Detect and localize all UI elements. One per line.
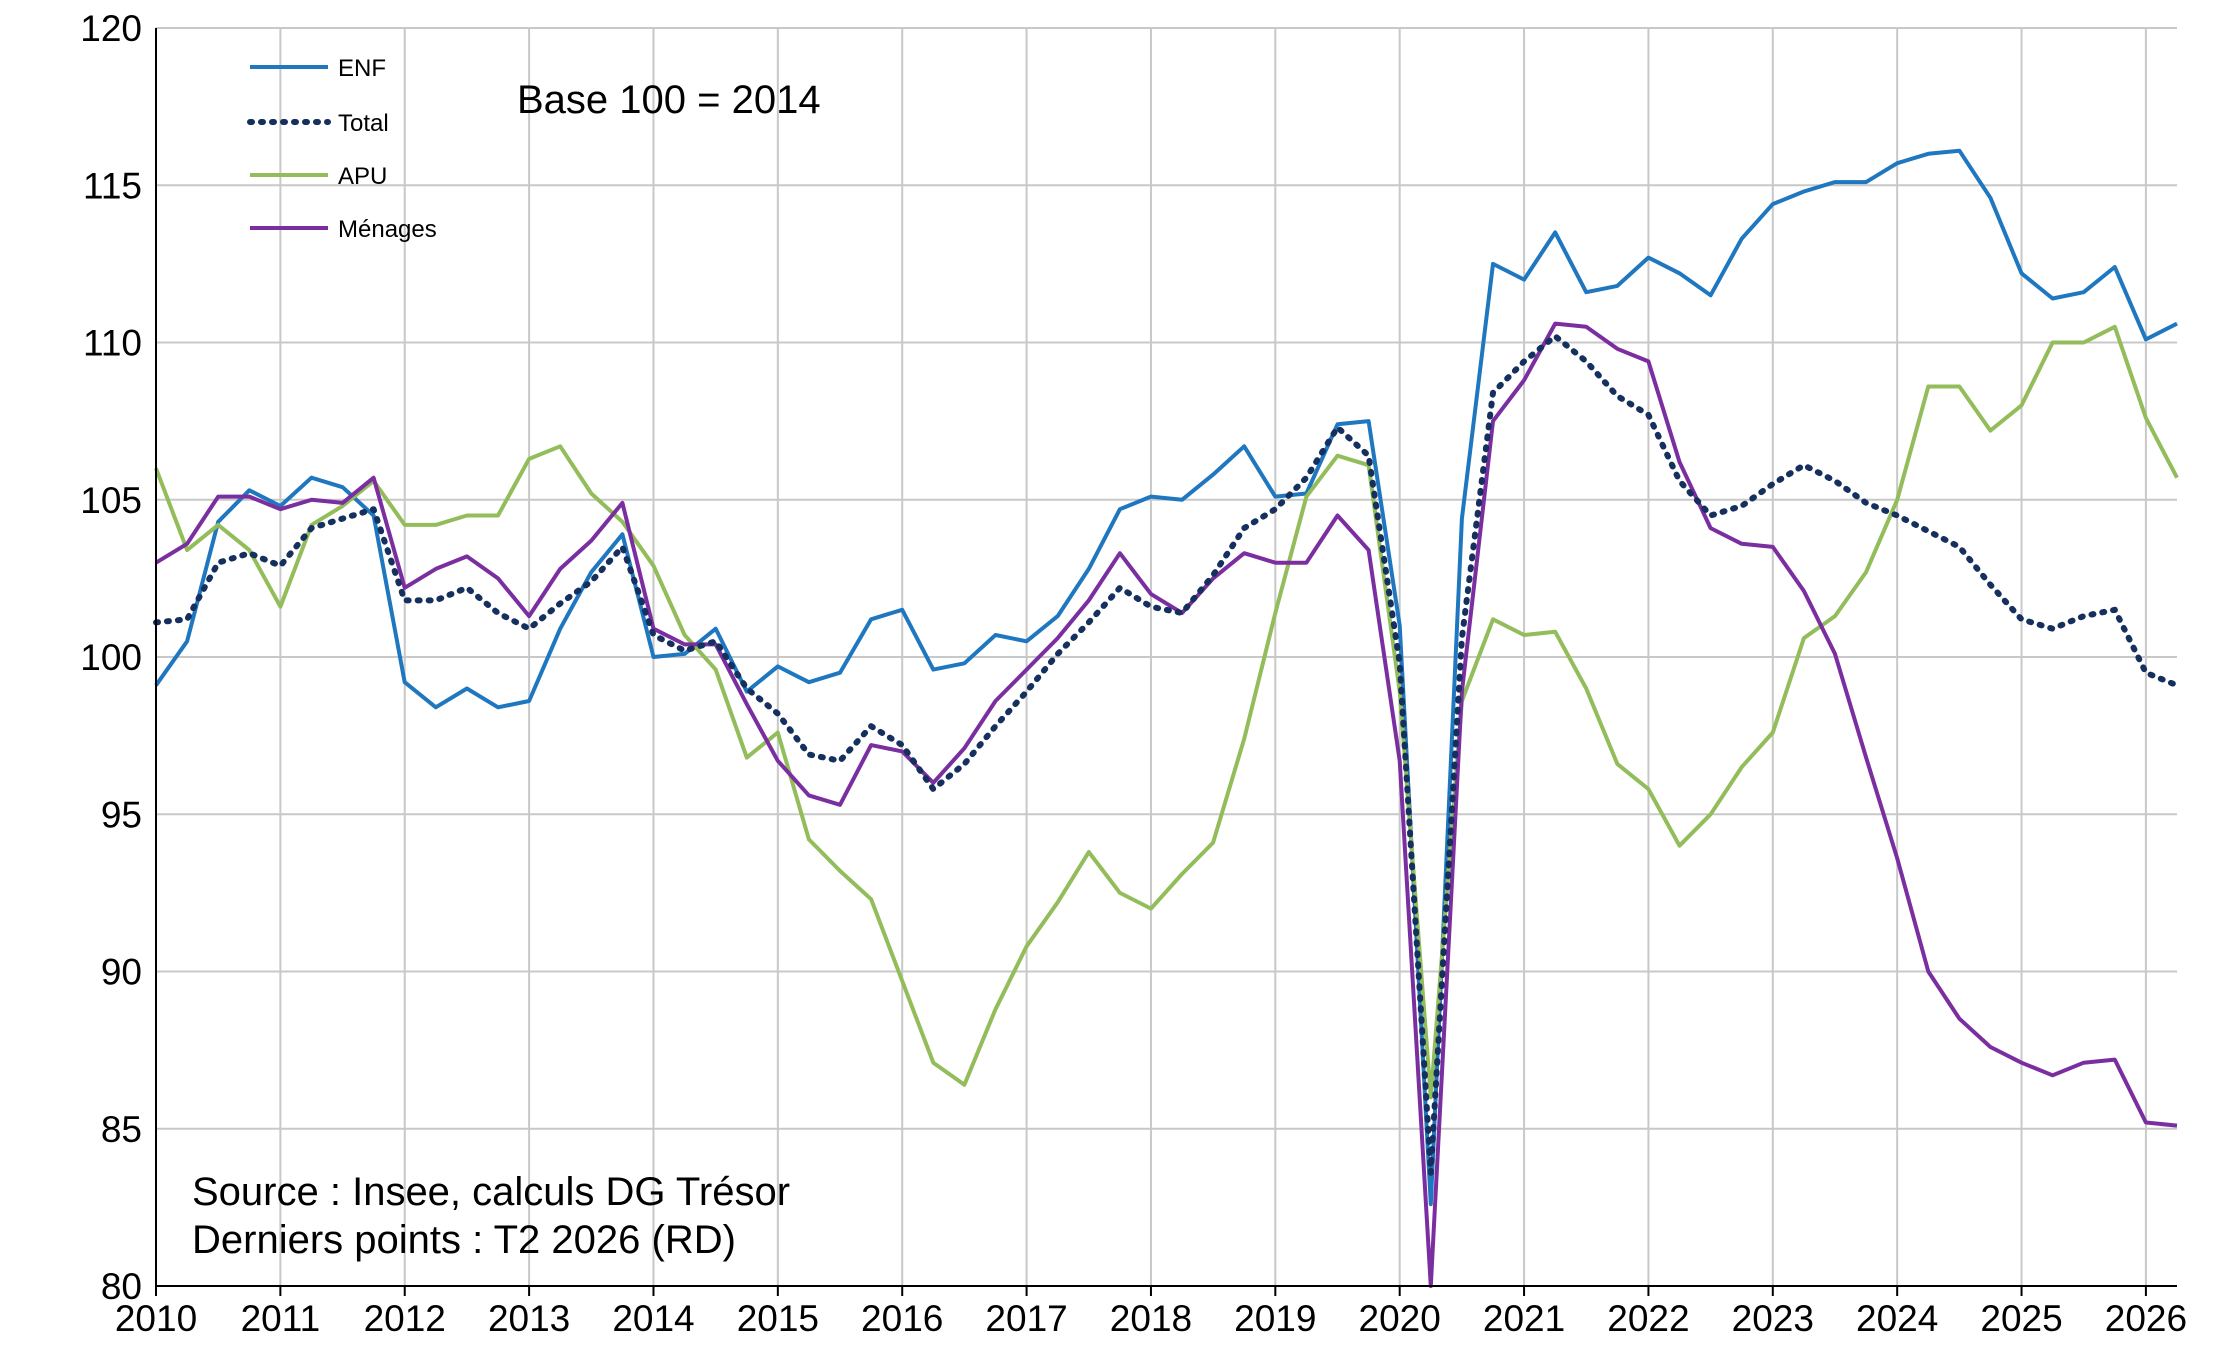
y-tick-label: 85: [101, 1109, 142, 1150]
legend: ENF Total APU Ménages: [247, 55, 437, 243]
x-tick-label: 2023: [1732, 1298, 1814, 1339]
x-tick-label: 2022: [1607, 1298, 1689, 1339]
y-tick-label: 120: [80, 8, 142, 49]
y-tick-label: 110: [83, 323, 142, 364]
grid-lines: [155, 27, 2177, 1287]
y-tick-label: 95: [101, 794, 142, 835]
y-tick-label: 80: [101, 1266, 142, 1307]
x-tick-label: 2015: [737, 1298, 819, 1339]
x-tick-label: 2020: [1359, 1298, 1441, 1339]
y-tick-label: 105: [80, 480, 142, 521]
axes: [155, 28, 2177, 1296]
x-tick-label: 2014: [612, 1298, 694, 1339]
x-tick-label: 2011: [241, 1298, 321, 1339]
x-tick-label: 2025: [1980, 1298, 2062, 1339]
x-tick-label: 2013: [488, 1298, 570, 1339]
series-lines: [153, 148, 2180, 1288]
series-line-mnages: [154, 321, 2178, 1288]
tick-labels: 80 85 90 95 100 105 110 115 120 2010 2011 2012 2013 2…: [80, 8, 2187, 1339]
legend-label-total: Total: [338, 110, 389, 137]
x-tick-label: 2026: [2105, 1298, 2187, 1339]
x-tick-label: 2017: [985, 1298, 1067, 1339]
legend-label-apu: APU: [338, 163, 387, 190]
series-line-enf: [154, 148, 2178, 1207]
x-tick-label: 2019: [1234, 1298, 1316, 1339]
series-line-total: [153, 333, 2180, 1176]
y-tick-label: 115: [83, 165, 142, 206]
x-tick-label: 2012: [364, 1298, 446, 1339]
legend-label-menages: Ménages: [338, 216, 437, 243]
x-tick-label: 2016: [861, 1298, 943, 1339]
x-tick-label: 2021: [1483, 1298, 1565, 1339]
source-note: Source : Insee, calculs DG Trésor: [192, 1170, 790, 1214]
last-points-note: Derniers points : T2 2026 (RD): [192, 1218, 736, 1262]
x-tick-label: 2018: [1110, 1298, 1192, 1339]
series-line-apu: [154, 324, 2179, 1100]
y-tick-label: 100: [80, 637, 142, 678]
y-tick-label: 90: [101, 952, 142, 993]
x-tick-label: 2010: [115, 1298, 197, 1339]
x-tick-label: 2024: [1856, 1298, 1938, 1339]
base-annotation: Base 100 = 2014: [517, 78, 821, 122]
legend-label-enf: ENF: [338, 55, 386, 82]
